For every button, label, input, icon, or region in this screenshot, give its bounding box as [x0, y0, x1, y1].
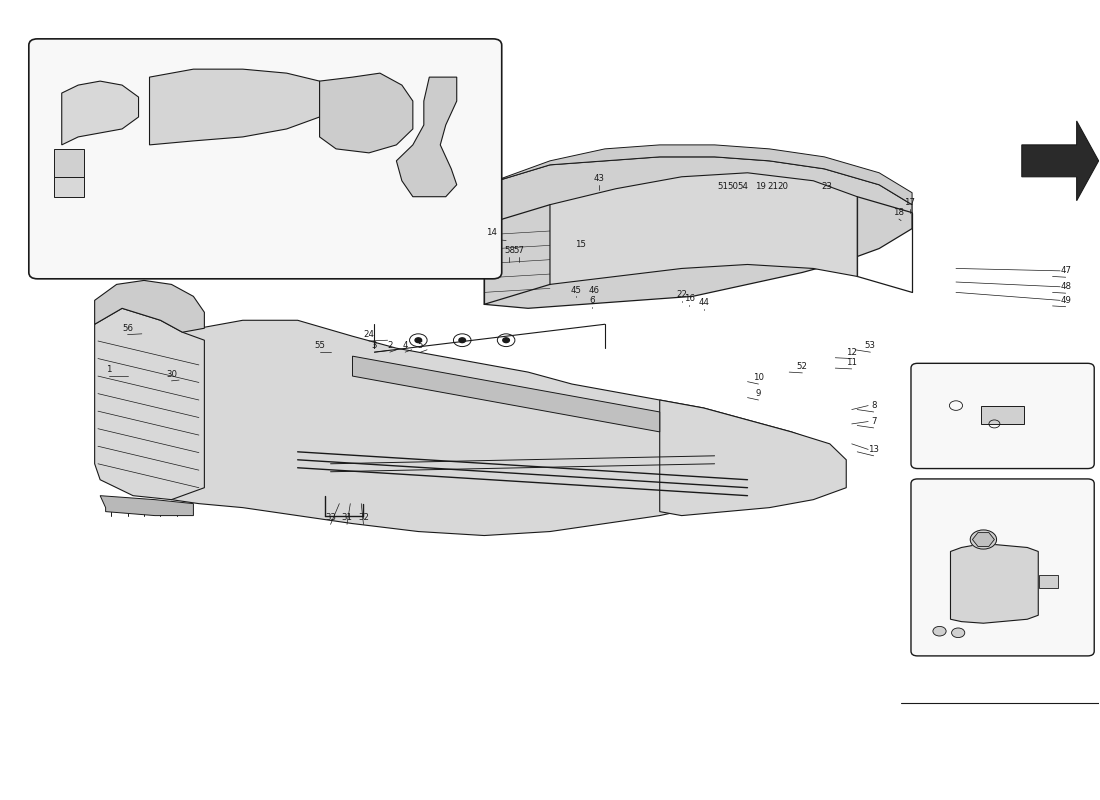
Text: 51: 51: [718, 182, 729, 191]
Text: }: }: [1050, 406, 1063, 426]
Text: 7: 7: [871, 417, 877, 426]
Text: 33: 33: [326, 514, 337, 522]
Text: 41: 41: [48, 150, 59, 159]
Text: 54: 54: [738, 182, 749, 191]
Text: 60: 60: [75, 158, 86, 167]
Text: 50: 50: [728, 182, 739, 191]
Polygon shape: [1022, 121, 1099, 201]
Text: Vale per vett. con cinture passive
Valid for cars with passive satety belts: Vale per vett. con cinture passive Valid…: [47, 223, 249, 247]
Text: 59: 59: [75, 138, 86, 146]
Text: 39: 39: [266, 62, 278, 71]
Text: Vale per TS -Valid for TS: Vale per TS -Valid for TS: [926, 367, 1034, 377]
Text: 11: 11: [846, 358, 857, 367]
Text: 38: 38: [292, 70, 304, 79]
Polygon shape: [150, 69, 320, 145]
Text: 12: 12: [846, 348, 857, 357]
Polygon shape: [484, 157, 912, 308]
Polygon shape: [972, 533, 994, 546]
Polygon shape: [320, 73, 412, 153]
Polygon shape: [54, 177, 84, 197]
Circle shape: [503, 338, 509, 342]
Text: {: {: [922, 581, 942, 610]
Text: 3: 3: [372, 342, 377, 350]
Circle shape: [415, 338, 421, 342]
FancyBboxPatch shape: [29, 39, 502, 279]
Text: 58: 58: [504, 246, 515, 254]
Text: 37: 37: [308, 61, 320, 70]
Text: 32: 32: [358, 514, 368, 522]
Circle shape: [459, 338, 465, 342]
Text: 13: 13: [868, 445, 879, 454]
Text: 53: 53: [865, 342, 876, 350]
Polygon shape: [100, 496, 194, 515]
Text: 27: 27: [933, 590, 944, 598]
Text: 40: 40: [434, 107, 446, 116]
Text: 57: 57: [514, 246, 525, 254]
Text: 34: 34: [972, 453, 983, 462]
Text: Vale per TS -Valid for TS: Vale per TS -Valid for TS: [926, 483, 1034, 492]
Text: 18: 18: [893, 208, 904, 217]
Text: 4: 4: [403, 342, 408, 350]
Polygon shape: [550, 173, 857, 285]
Circle shape: [970, 530, 997, 549]
Text: 43: 43: [594, 174, 605, 183]
Polygon shape: [95, 308, 205, 500]
Text: 46: 46: [588, 286, 600, 295]
Text: 8: 8: [1057, 408, 1063, 418]
Circle shape: [933, 626, 946, 636]
Polygon shape: [396, 77, 456, 197]
Text: 31: 31: [341, 514, 352, 522]
Text: 22: 22: [676, 290, 688, 299]
Polygon shape: [484, 145, 912, 205]
Text: 6: 6: [588, 296, 594, 305]
Text: 55: 55: [315, 342, 326, 350]
Text: 8: 8: [871, 401, 877, 410]
Text: 19: 19: [756, 182, 766, 191]
Polygon shape: [950, 543, 1038, 623]
Text: 2: 2: [387, 342, 393, 350]
Text: 5: 5: [418, 342, 424, 350]
Text: 26: 26: [954, 622, 965, 631]
Text: 56: 56: [122, 324, 133, 333]
Text: 52: 52: [796, 362, 807, 371]
Text: 15: 15: [575, 240, 586, 249]
Text: 44: 44: [698, 298, 710, 307]
Text: 35: 35: [385, 142, 397, 151]
Text: 20: 20: [777, 182, 788, 191]
Polygon shape: [144, 320, 835, 535]
Text: 45: 45: [571, 286, 582, 295]
Polygon shape: [95, 281, 205, 332]
Text: 30: 30: [166, 370, 177, 379]
FancyBboxPatch shape: [981, 406, 1024, 424]
Polygon shape: [62, 81, 139, 145]
Text: 47: 47: [1060, 266, 1071, 275]
Text: 36: 36: [64, 78, 75, 87]
Text: 21: 21: [767, 182, 778, 191]
Polygon shape: [660, 400, 846, 515]
FancyBboxPatch shape: [911, 479, 1094, 656]
Circle shape: [952, 628, 965, 638]
Text: 14: 14: [486, 228, 497, 237]
Polygon shape: [54, 149, 84, 177]
Text: 49: 49: [1060, 296, 1071, 305]
Text: 48: 48: [1060, 282, 1071, 291]
Text: 25: 25: [934, 621, 945, 630]
Text: 28: 28: [962, 563, 974, 572]
Text: 24: 24: [363, 330, 374, 339]
Text: 16: 16: [684, 294, 695, 303]
Text: 29: 29: [1057, 622, 1068, 631]
Polygon shape: [352, 356, 660, 432]
Text: 1: 1: [107, 366, 112, 374]
Text: 17: 17: [904, 198, 915, 206]
Text: 23: 23: [821, 182, 832, 191]
FancyBboxPatch shape: [1040, 574, 1058, 588]
FancyBboxPatch shape: [911, 363, 1094, 469]
Text: 9: 9: [756, 389, 761, 398]
Text: 42: 42: [75, 146, 86, 156]
Text: 10: 10: [754, 373, 764, 382]
